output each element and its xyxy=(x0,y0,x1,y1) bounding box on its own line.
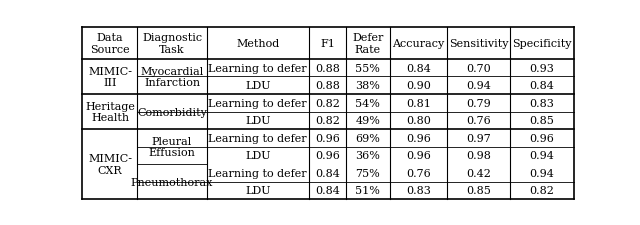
Text: 0.42: 0.42 xyxy=(467,168,491,178)
Text: 0.70: 0.70 xyxy=(467,63,491,73)
Text: 0.84: 0.84 xyxy=(315,186,340,196)
Text: 49%: 49% xyxy=(355,116,380,126)
Text: 0.96: 0.96 xyxy=(315,133,340,143)
Text: 0.85: 0.85 xyxy=(467,186,491,196)
Text: Heritage
Health: Heritage Health xyxy=(85,101,135,123)
Text: Pleural
Effusion: Pleural Effusion xyxy=(148,136,195,158)
Text: 0.88: 0.88 xyxy=(315,63,340,73)
Text: Specificity: Specificity xyxy=(512,39,572,49)
Text: LDU: LDU xyxy=(245,151,271,161)
Text: 0.84: 0.84 xyxy=(406,63,431,73)
Text: LDU: LDU xyxy=(245,116,271,126)
Text: F1: F1 xyxy=(320,39,335,49)
Text: Myocardial
Infarction: Myocardial Infarction xyxy=(140,66,204,88)
Text: Data
Source: Data Source xyxy=(90,33,130,54)
Text: Defer
Rate: Defer Rate xyxy=(352,33,383,54)
Text: 0.83: 0.83 xyxy=(406,186,431,196)
Text: 36%: 36% xyxy=(355,151,380,161)
Text: 0.83: 0.83 xyxy=(529,98,554,108)
Text: 0.98: 0.98 xyxy=(467,151,491,161)
Text: 0.88: 0.88 xyxy=(315,81,340,91)
Text: Comorbidity: Comorbidity xyxy=(137,107,207,117)
Text: Accuracy: Accuracy xyxy=(392,39,445,49)
Text: 69%: 69% xyxy=(355,133,380,143)
Text: 0.94: 0.94 xyxy=(467,81,491,91)
Text: Sensitivity: Sensitivity xyxy=(449,39,508,49)
Text: 0.82: 0.82 xyxy=(529,186,554,196)
Text: 38%: 38% xyxy=(355,81,380,91)
Text: 0.96: 0.96 xyxy=(529,133,554,143)
Text: Learning to defer: Learning to defer xyxy=(209,63,307,73)
Text: MIMIC-
III: MIMIC- III xyxy=(88,66,132,88)
Text: 0.84: 0.84 xyxy=(529,81,554,91)
Text: 0.90: 0.90 xyxy=(406,81,431,91)
Text: 0.96: 0.96 xyxy=(315,151,340,161)
Text: LDU: LDU xyxy=(245,81,271,91)
Text: MIMIC-
CXR: MIMIC- CXR xyxy=(88,154,132,175)
Text: 0.97: 0.97 xyxy=(467,133,491,143)
Text: 75%: 75% xyxy=(355,168,380,178)
Text: 0.93: 0.93 xyxy=(529,63,554,73)
Text: 0.81: 0.81 xyxy=(406,98,431,108)
Text: 0.84: 0.84 xyxy=(315,168,340,178)
Text: 55%: 55% xyxy=(355,63,380,73)
Text: Learning to defer: Learning to defer xyxy=(209,133,307,143)
Text: 0.76: 0.76 xyxy=(467,116,491,126)
Text: Pneumothorax: Pneumothorax xyxy=(131,177,213,187)
Text: 0.82: 0.82 xyxy=(315,98,340,108)
Text: 0.82: 0.82 xyxy=(315,116,340,126)
Text: Learning to defer: Learning to defer xyxy=(209,98,307,108)
Text: 0.94: 0.94 xyxy=(529,151,554,161)
Text: 0.79: 0.79 xyxy=(467,98,491,108)
Text: Learning to defer: Learning to defer xyxy=(209,168,307,178)
Text: 0.76: 0.76 xyxy=(406,168,431,178)
Text: 0.94: 0.94 xyxy=(529,168,554,178)
Text: 54%: 54% xyxy=(355,98,380,108)
Text: Method: Method xyxy=(236,39,280,49)
Text: 0.85: 0.85 xyxy=(529,116,554,126)
Text: Diagnostic
Task: Diagnostic Task xyxy=(142,33,202,54)
Text: 0.96: 0.96 xyxy=(406,133,431,143)
Text: LDU: LDU xyxy=(245,186,271,196)
Text: 0.80: 0.80 xyxy=(406,116,431,126)
Text: 51%: 51% xyxy=(355,186,380,196)
Text: 0.96: 0.96 xyxy=(406,151,431,161)
